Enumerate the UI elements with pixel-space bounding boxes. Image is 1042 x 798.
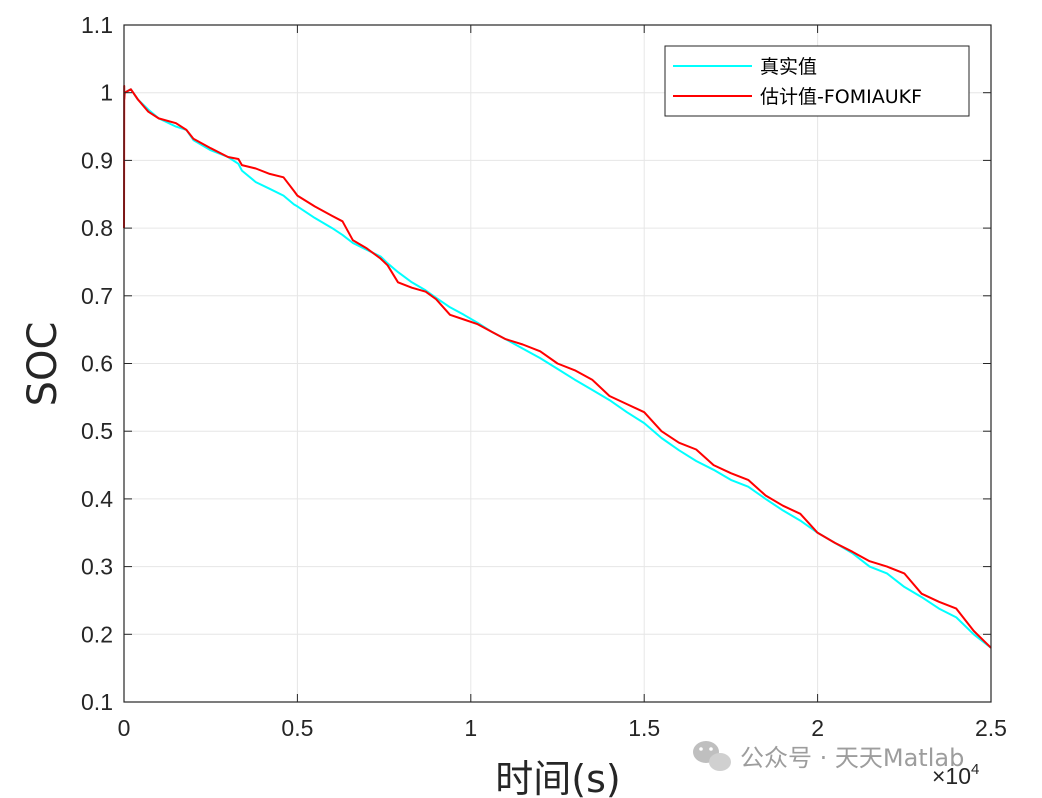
- y-tick-label: 0.1: [81, 689, 113, 715]
- y-tick-label: 0.9: [81, 147, 113, 173]
- watermark-text: 公众号 · 天天Matlab: [740, 744, 964, 772]
- legend: 真实值 估计值-FOMIAUKF: [664, 45, 970, 117]
- x-tick-label: 0: [118, 715, 131, 741]
- y-tick-label: 1.1: [81, 12, 113, 38]
- y-tick-label: 0.7: [81, 283, 113, 309]
- x-exponent-label: ×104: [932, 761, 979, 789]
- y-tick-label: 0.2: [81, 621, 113, 647]
- y-tick-label: 0.3: [81, 554, 113, 580]
- x-tick-label: 1: [464, 715, 477, 741]
- y-tick-label: 0.5: [81, 418, 113, 444]
- watermark: 公众号 · 天天Matlab: [693, 741, 964, 772]
- tick-layer: 0 0.5 1 1.5 2 2.5 0.1 0.2 0.3 0.4 0.5 0.6 0.7 0.8 0.9 1…: [81, 12, 1007, 741]
- wechat-icon: [693, 741, 731, 771]
- y-tick-label: 0.4: [81, 486, 113, 512]
- legend-entry-series-1: 真实值: [760, 56, 817, 78]
- x-tick-label: 2: [811, 715, 824, 741]
- x-exponent-base: ×10: [932, 763, 971, 789]
- x-tick-label: 0.5: [281, 715, 313, 741]
- x-tick-label: 2.5: [975, 715, 1007, 741]
- legend-entry-series-2: 估计值-FOMIAUKF: [760, 86, 922, 108]
- x-tick-label: 1.5: [628, 715, 660, 741]
- y-tick-label: 0.8: [81, 215, 113, 241]
- series-layer: [123, 84, 992, 649]
- y-axis-label: SOC: [20, 322, 66, 407]
- x-axis-label: 时间(s): [495, 757, 620, 798]
- y-tick-label: 1: [100, 80, 113, 106]
- y-tick-label: 0.6: [81, 351, 113, 377]
- x-exponent-power: 4: [971, 761, 979, 778]
- legend-box: [664, 45, 970, 117]
- series-line-2: [123, 84, 992, 649]
